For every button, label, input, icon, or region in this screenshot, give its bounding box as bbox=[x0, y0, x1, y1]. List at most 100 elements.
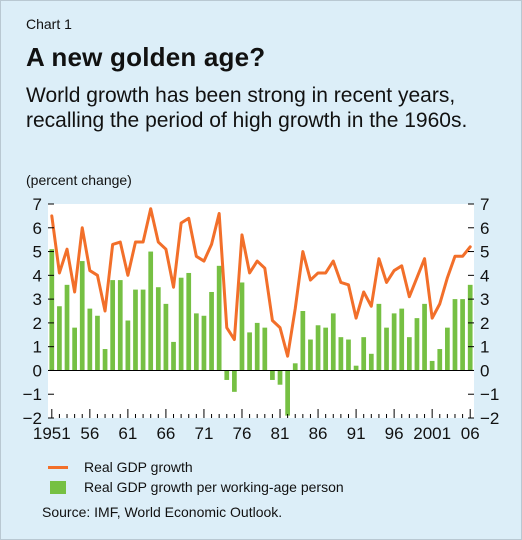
bar-1989 bbox=[338, 337, 344, 371]
bar-1953 bbox=[64, 284, 70, 371]
legend-item-line: Real GDP growth bbox=[46, 457, 344, 477]
gdp-growth-line bbox=[50, 207, 472, 358]
chart-number: Chart 1 bbox=[26, 16, 72, 32]
bar-1952 bbox=[57, 306, 62, 371]
y-tick-label-right--2: −2 bbox=[480, 409, 499, 428]
y-tick-label-left-0: 0 bbox=[33, 361, 42, 380]
y-tick-label-right--1: −1 bbox=[480, 385, 499, 404]
y-tick-label-right-6: 6 bbox=[480, 219, 489, 238]
y-tick-label-right-1: 1 bbox=[480, 338, 489, 357]
bar-1995 bbox=[384, 327, 389, 371]
bar-1969 bbox=[186, 272, 192, 371]
bar-1967 bbox=[171, 341, 176, 371]
bar-1991 bbox=[353, 365, 359, 371]
bar-1982 bbox=[285, 370, 290, 416]
legend-swatch-line bbox=[48, 465, 68, 469]
x-tick-label-2006: 06 bbox=[461, 424, 480, 443]
y-tick-label-left-6: 6 bbox=[33, 219, 42, 238]
bar-1972 bbox=[209, 291, 214, 371]
bar-1962 bbox=[133, 289, 138, 371]
x-tick-label-1961: 61 bbox=[118, 424, 137, 443]
bar-1966 bbox=[163, 303, 169, 371]
y-tick-label-left-7: 7 bbox=[33, 195, 42, 214]
x-tick-label-1951: 1951 bbox=[33, 424, 71, 443]
bar-1955 bbox=[79, 261, 85, 371]
chart-title: A new golden age? bbox=[26, 42, 266, 72]
bar-1959 bbox=[110, 280, 116, 371]
legend-item-bar: Real GDP growth per working-age person bbox=[46, 477, 344, 497]
bar-1954 bbox=[72, 327, 77, 371]
bar-1987 bbox=[323, 327, 329, 371]
bar-2005 bbox=[460, 299, 465, 371]
bar-1958 bbox=[102, 349, 108, 371]
bar-1970 bbox=[193, 313, 199, 371]
bar-1977 bbox=[247, 332, 252, 371]
legend-swatch-bar bbox=[50, 480, 66, 494]
bar-2006 bbox=[467, 284, 473, 371]
bar-1957 bbox=[95, 315, 100, 371]
unit-label: (percent change) bbox=[26, 172, 132, 188]
bar-1976 bbox=[239, 282, 245, 371]
bar-1960 bbox=[117, 280, 123, 371]
y-tick-label-right-5: 5 bbox=[480, 243, 489, 262]
bar-1971 bbox=[201, 315, 207, 371]
bar-1996 bbox=[391, 313, 397, 371]
bar-1963 bbox=[140, 289, 146, 371]
bar-1983 bbox=[292, 363, 298, 371]
bar-1965 bbox=[155, 287, 161, 371]
bar-1990 bbox=[346, 339, 351, 371]
y-tick-label-right-2: 2 bbox=[480, 314, 489, 333]
y-tick-label-left--1: −1 bbox=[23, 385, 42, 404]
y-tick-label-left-1: 1 bbox=[33, 338, 42, 357]
y-tick-label-right-7: 7 bbox=[480, 195, 489, 214]
bar-1978 bbox=[254, 322, 260, 371]
bar-1981 bbox=[277, 370, 283, 385]
bar-2001 bbox=[429, 360, 435, 371]
bar-1988 bbox=[330, 313, 336, 371]
bar-2003 bbox=[445, 327, 450, 371]
bar-1999 bbox=[414, 318, 420, 371]
x-tick-label-1991: 91 bbox=[347, 424, 366, 443]
y-tick-label-right-4: 4 bbox=[480, 266, 489, 285]
source-note: Source: IMF, World Economic Outlook. bbox=[42, 504, 283, 520]
y-tick-label-left-2: 2 bbox=[33, 314, 42, 333]
x-tick-label-1986: 86 bbox=[309, 424, 328, 443]
legend-label-bar: Real GDP growth per working-age person bbox=[84, 479, 344, 495]
legend: Real GDP growth Real GDP growth per work… bbox=[46, 457, 344, 497]
bar-1951 bbox=[49, 249, 55, 371]
bar-1993 bbox=[368, 353, 374, 371]
bar-1986 bbox=[315, 325, 321, 371]
bar-1992 bbox=[361, 337, 367, 371]
bar-2004 bbox=[452, 299, 458, 371]
bar-1997 bbox=[399, 308, 405, 371]
y-tick-label-left--2: −2 bbox=[23, 409, 42, 428]
bar-2000 bbox=[422, 303, 427, 371]
y-tick-label-left-4: 4 bbox=[33, 266, 42, 285]
bar-1968 bbox=[178, 277, 184, 371]
x-tick-label-1996: 96 bbox=[385, 424, 404, 443]
legend-label-line: Real GDP growth bbox=[84, 459, 193, 475]
bar-1973 bbox=[216, 265, 222, 371]
x-tick-label-1956: 56 bbox=[80, 424, 99, 443]
x-tick-label-2001: 2001 bbox=[413, 424, 451, 443]
bar-1975 bbox=[232, 370, 237, 392]
bar-1979 bbox=[262, 327, 268, 371]
y-tick-label-right-3: 3 bbox=[480, 290, 489, 309]
x-tick-label-1966: 66 bbox=[156, 424, 175, 443]
bar-1956 bbox=[87, 308, 93, 371]
y-tick-label-left-3: 3 bbox=[33, 290, 42, 309]
chart-subtitle: World growth has been strong in recent y… bbox=[26, 84, 468, 132]
y-tick-label-right-0: 0 bbox=[480, 361, 489, 380]
bar-2002 bbox=[437, 349, 443, 371]
bar-1980 bbox=[270, 370, 275, 380]
x-tick-label-1976: 76 bbox=[233, 424, 252, 443]
bar-1998 bbox=[406, 337, 412, 371]
bar-1994 bbox=[376, 303, 382, 371]
bar-1961 bbox=[125, 320, 131, 371]
bar-1964 bbox=[148, 251, 154, 371]
bar-1985 bbox=[308, 339, 313, 371]
x-tick-label-1981: 81 bbox=[271, 424, 290, 443]
bar-1974 bbox=[224, 370, 230, 380]
bar-1984 bbox=[300, 311, 306, 371]
